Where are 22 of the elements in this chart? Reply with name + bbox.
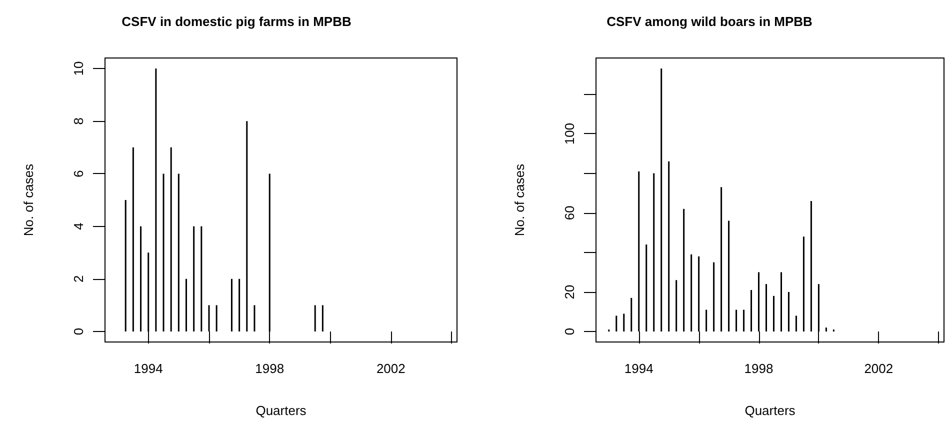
y-tick-label: 8 bbox=[71, 117, 86, 125]
y-tick-label: 100 bbox=[562, 122, 577, 145]
x-tick-label: 1998 bbox=[255, 361, 284, 376]
y-tick-label: 0 bbox=[562, 328, 577, 336]
x-axis-title: Quarters bbox=[744, 403, 796, 418]
y-tick-label: 10 bbox=[71, 61, 86, 76]
x-tick-label: 1998 bbox=[744, 361, 774, 376]
y-tick-label: 60 bbox=[562, 206, 577, 220]
y-tick-label: 20 bbox=[562, 284, 577, 300]
y-tick-label: 6 bbox=[71, 170, 86, 178]
x-tick-label: 2002 bbox=[376, 361, 406, 376]
y-axis-title: No. of cases bbox=[512, 163, 527, 236]
x-tick-label: 1994 bbox=[624, 361, 654, 376]
x-axis-title: Quarters bbox=[256, 403, 307, 418]
y-axis-title: No. of cases bbox=[21, 163, 36, 236]
chart-title: CSFV among wild boars in MPBB bbox=[606, 14, 812, 29]
x-tick-label: 1994 bbox=[134, 361, 163, 376]
chart-title: CSFV in domestic pig farms in MPBB bbox=[122, 14, 352, 29]
y-tick-label: 0 bbox=[71, 328, 86, 336]
y-tick-label: 2 bbox=[71, 275, 86, 283]
x-tick-label: 2002 bbox=[864, 361, 894, 376]
y-tick-label: 4 bbox=[71, 222, 86, 230]
